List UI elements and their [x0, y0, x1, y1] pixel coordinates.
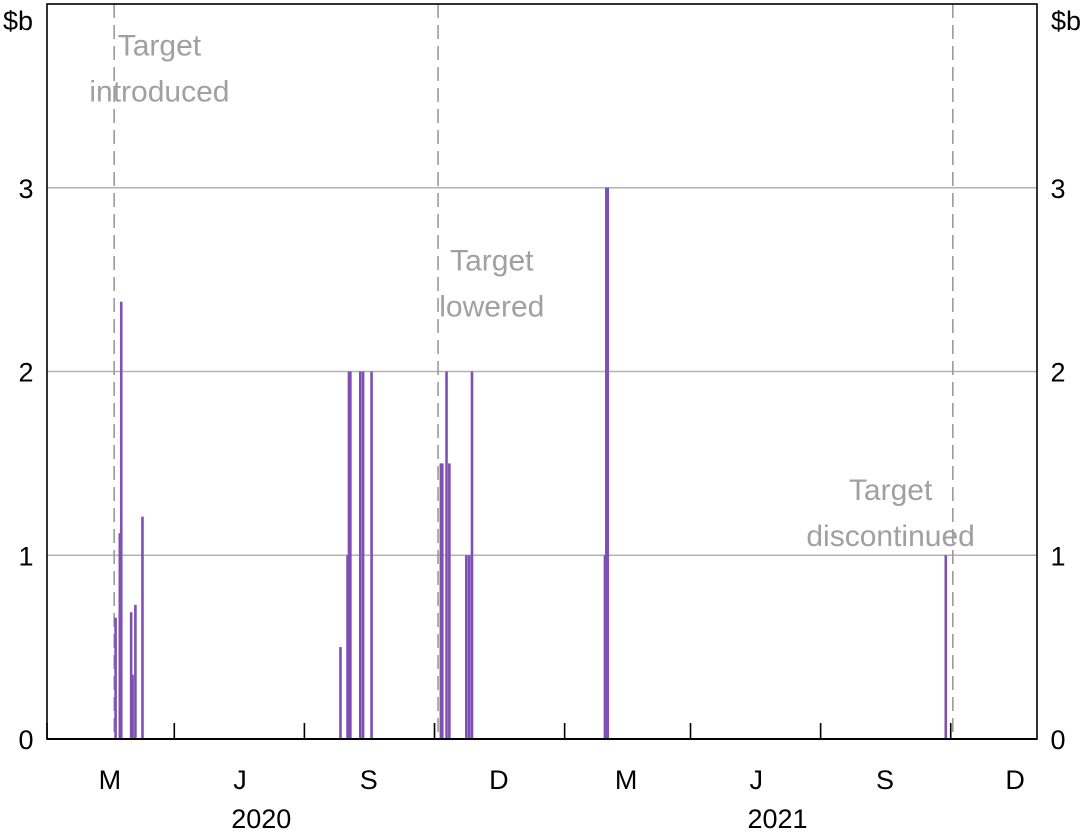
- bar: [129, 612, 133, 739]
- bar: [448, 463, 451, 739]
- year-label: 2021: [747, 804, 807, 832]
- y-unit-left: $b: [3, 6, 33, 36]
- bar: [114, 617, 117, 739]
- annotation-label: Target: [450, 244, 534, 277]
- bar: [370, 371, 373, 739]
- bar: [134, 604, 137, 739]
- y-tick-label-right: 2: [1050, 358, 1065, 388]
- x-tick-label: M: [615, 765, 638, 795]
- bar: [349, 371, 352, 739]
- bar: [605, 187, 608, 739]
- annotation-label: discontinued: [806, 520, 974, 553]
- y-tick-label-left: 0: [18, 725, 33, 755]
- x-tick-label: D: [1005, 765, 1025, 795]
- bar: [440, 463, 444, 739]
- bar: [346, 555, 349, 739]
- y-tick-label-right: 0: [1050, 725, 1065, 755]
- y-tick-label-left: 1: [18, 541, 33, 571]
- bar: [118, 533, 122, 739]
- annotations: Target introduced Target lowered Target disco…: [89, 29, 974, 553]
- annotation-label: Target: [849, 474, 933, 507]
- gridlines: [47, 187, 1037, 556]
- x-tick-label: M: [99, 765, 122, 795]
- x-tick-label: D: [489, 765, 509, 795]
- bar: [465, 555, 468, 739]
- bar: [131, 674, 134, 739]
- annotation-label: lowered: [439, 290, 544, 323]
- y-tick-label-right: 1: [1050, 541, 1065, 571]
- y-tick-label-right: 3: [1050, 174, 1065, 204]
- plot-frame: [46, 3, 1038, 740]
- bar: [467, 555, 471, 739]
- y-tick-label-left: 3: [18, 174, 33, 204]
- bar: [141, 516, 144, 739]
- year-label: 2020: [231, 804, 291, 832]
- bar: [361, 371, 365, 739]
- y-tick-label-left: 2: [18, 358, 33, 388]
- bar: [603, 555, 607, 739]
- x-tick-label: J: [750, 765, 764, 795]
- x-axis-labels: M J S D M J S D 2020 2021: [99, 765, 1025, 832]
- bar: [119, 301, 123, 739]
- y-axis-labels: 0 0 1 1 2 2 3 3: [18, 174, 1065, 755]
- x-ticks: [46, 723, 952, 739]
- annotation-label: Target: [118, 29, 202, 62]
- x-tick-label: S: [360, 765, 378, 795]
- bar: [347, 371, 351, 739]
- bar: [339, 647, 342, 739]
- bar: [606, 187, 610, 739]
- bar: [944, 555, 948, 739]
- bar: [358, 371, 362, 739]
- event-lines: [113, 4, 954, 739]
- bar: [445, 371, 448, 739]
- bars: [114, 187, 948, 739]
- annotation-label: introduced: [89, 75, 229, 108]
- bar: [470, 371, 474, 739]
- y-unit-right: $b: [1051, 6, 1081, 36]
- x-tick-label: S: [876, 765, 894, 795]
- x-tick-label: J: [233, 765, 247, 795]
- bar: [439, 463, 443, 739]
